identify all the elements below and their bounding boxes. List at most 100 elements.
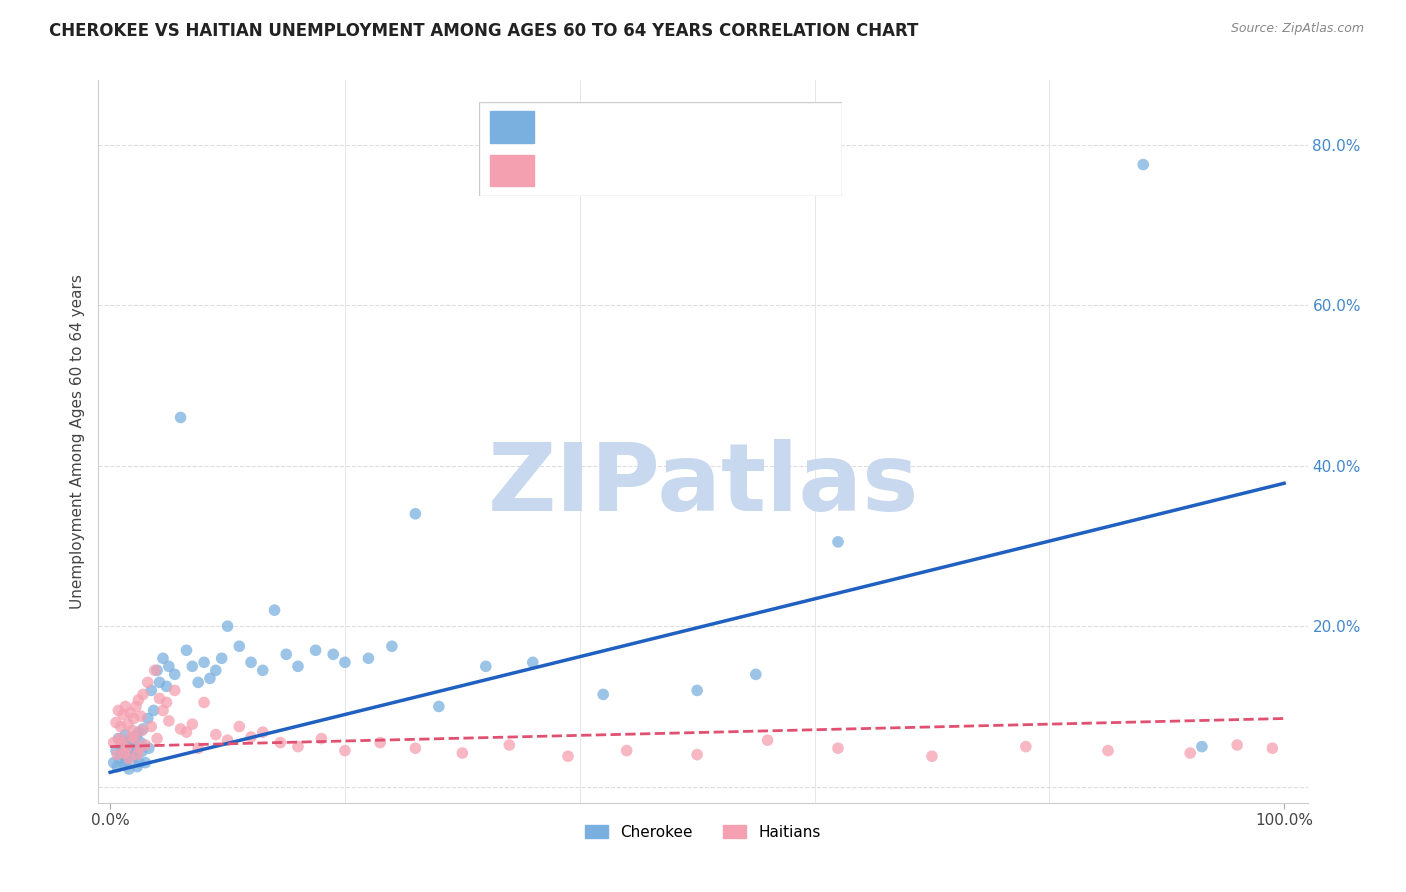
Point (187, 675, 209, 690)
Point (127, 760, 149, 774)
Point (103, 735, 125, 749)
Point (114, 699, 136, 714)
Point (686, 747, 709, 762)
Point (287, 739, 309, 754)
Point (121, 723, 143, 738)
Point (108, 731, 131, 746)
Legend: Cherokee, Haitians: Cherokee, Haitians (579, 819, 827, 846)
Point (132, 687, 155, 701)
Point (105, 760, 128, 774)
Point (304, 643, 326, 657)
Point (176, 643, 198, 657)
Point (827, 534, 849, 549)
Point (311, 731, 333, 746)
Point (127, 725, 149, 739)
Point (451, 746, 474, 760)
Point (475, 659, 498, 673)
Point (136, 712, 159, 726)
Point (217, 733, 239, 747)
Point (143, 664, 166, 678)
Point (252, 664, 274, 678)
Point (118, 751, 141, 765)
Point (112, 746, 135, 760)
Point (756, 733, 779, 747)
Point (169, 722, 191, 736)
Point (141, 683, 163, 698)
Point (134, 756, 156, 770)
Point (136, 675, 159, 690)
Point (134, 738, 156, 752)
Point (1132, 157, 1154, 171)
Text: ZIPatlas: ZIPatlas (488, 439, 918, 531)
Point (1015, 739, 1038, 754)
Point (131, 723, 153, 738)
Point (132, 722, 155, 736)
Point (686, 683, 709, 698)
Point (121, 746, 143, 760)
Point (1191, 739, 1213, 754)
Point (217, 619, 239, 633)
Point (155, 680, 177, 694)
Point (163, 683, 186, 698)
Point (921, 749, 943, 764)
Point (120, 733, 142, 747)
Point (124, 749, 146, 764)
Point (169, 410, 191, 425)
Point (111, 747, 134, 762)
Point (269, 735, 291, 749)
Point (592, 687, 614, 701)
Point (1180, 746, 1202, 760)
Point (117, 741, 139, 756)
Point (322, 648, 344, 662)
Point (112, 707, 135, 722)
Point (129, 709, 152, 723)
Point (193, 655, 215, 669)
Point (404, 507, 426, 521)
Point (152, 651, 174, 665)
Point (276, 648, 298, 662)
Point (193, 696, 215, 710)
Point (118, 762, 141, 776)
Point (122, 712, 145, 726)
Point (110, 739, 132, 754)
Point (115, 741, 138, 756)
Point (115, 754, 138, 768)
Point (142, 703, 165, 717)
Point (163, 667, 186, 681)
Point (108, 751, 131, 765)
Text: CHEROKEE VS HAITIAN UNEMPLOYMENT AMONG AGES 60 TO 64 YEARS CORRELATION CHART: CHEROKEE VS HAITIAN UNEMPLOYMENT AMONG A… (49, 22, 918, 40)
Point (128, 756, 150, 770)
Point (148, 691, 170, 706)
Point (129, 735, 152, 749)
Point (117, 717, 139, 731)
Point (138, 741, 160, 756)
Point (157, 714, 180, 728)
Point (122, 738, 145, 752)
Point (522, 655, 544, 669)
Point (187, 741, 209, 756)
Point (333, 744, 356, 758)
Point (112, 757, 135, 772)
Point (252, 725, 274, 739)
Point (228, 719, 250, 733)
Point (368, 735, 391, 749)
Point (1261, 741, 1284, 756)
Point (204, 664, 226, 678)
Point (155, 696, 177, 710)
Point (120, 730, 142, 744)
Point (110, 719, 132, 733)
Point (176, 725, 198, 739)
Point (287, 659, 309, 673)
Point (333, 655, 356, 669)
Point (111, 735, 134, 749)
Point (616, 744, 638, 758)
Point (120, 749, 142, 764)
Point (146, 731, 169, 746)
Point (148, 675, 170, 690)
Point (103, 756, 125, 770)
Point (204, 728, 226, 742)
Point (120, 706, 142, 720)
Point (228, 639, 250, 653)
Point (105, 715, 128, 730)
Point (263, 603, 285, 617)
